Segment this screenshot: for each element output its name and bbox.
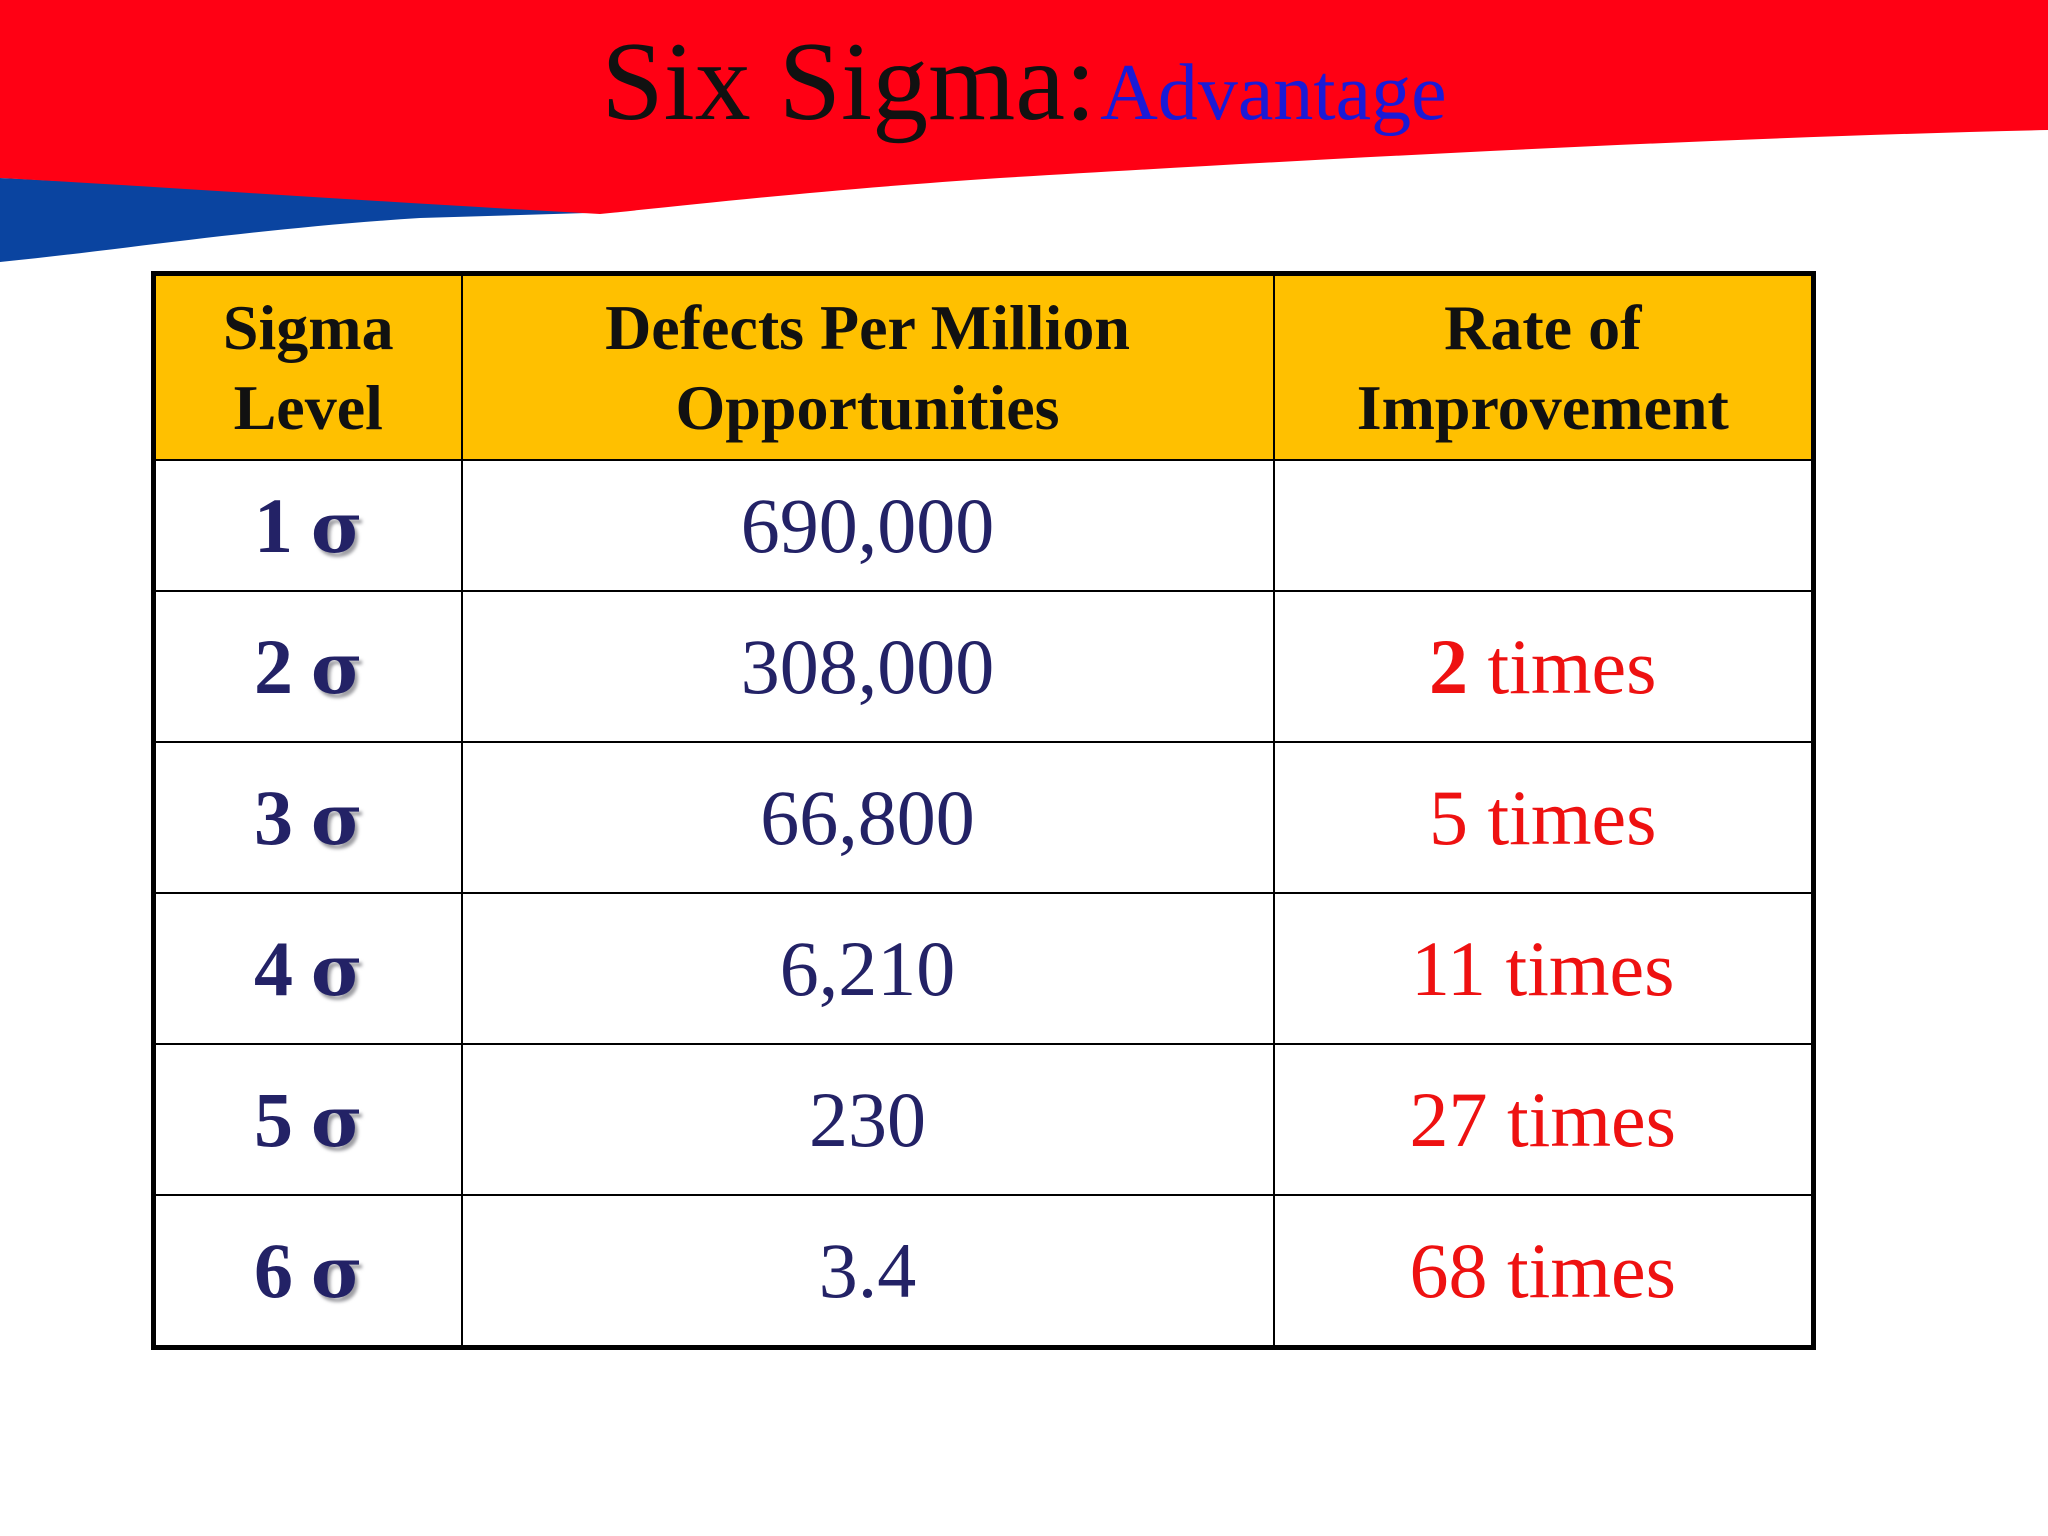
rate-number: 68: [1409, 1226, 1488, 1314]
header-rate-of-improvement: Rate of Improvement: [1272, 272, 1815, 461]
rate-times-label: times: [1487, 622, 1657, 710]
rate-number: 5: [1429, 773, 1468, 861]
sigma-symbol: σ: [310, 1079, 363, 1163]
slide-title: Six Sigma: Advantage: [0, 18, 2048, 147]
rate-cell: 27 times: [1272, 1043, 1815, 1196]
sigma-level-number: 1: [253, 481, 293, 569]
sigma-level-number: 6: [253, 1226, 293, 1314]
rate-number: 2: [1429, 622, 1468, 710]
sigma-symbol: σ: [310, 626, 363, 710]
rate-cell: [1272, 459, 1815, 592]
rate-number: 27: [1409, 1075, 1488, 1163]
rate-times-label: times: [1507, 1075, 1676, 1163]
sigma-level-number: 4: [253, 924, 293, 1012]
dpmo-cell: 3.4: [460, 1194, 1275, 1349]
title-banner: [0, 0, 2048, 262]
rate-number: 11: [1410, 924, 1487, 1012]
sigma-level-number: 5: [253, 1075, 293, 1163]
dpmo-cell: 6,210: [460, 892, 1275, 1045]
sigma-symbol: σ: [310, 777, 363, 861]
sigma-symbol: σ: [310, 928, 363, 1012]
table-header-row: Sigma Level Defects Per Million Opportun…: [152, 272, 1815, 461]
banner-red-band: [0, 0, 2048, 214]
sigma-level-number: 2: [253, 622, 293, 710]
rate-cell: 11 times: [1272, 892, 1815, 1045]
sigma-table: Sigma Level Defects Per Million Opportun…: [151, 271, 1816, 1350]
rate-cell: 68 times: [1272, 1194, 1815, 1349]
header-label: Rate of Improvement: [1356, 291, 1729, 443]
dpmo-cell: 308,000: [460, 590, 1275, 743]
title-main: Six Sigma:: [601, 20, 1097, 144]
sigma-symbol: σ: [310, 485, 363, 569]
banner-blue-swoosh: [0, 178, 620, 262]
header-sigma-level: Sigma Level: [152, 272, 463, 461]
dpmo-cell: 690,000: [460, 459, 1275, 592]
rate-times-label: times: [1487, 773, 1657, 861]
dpmo-cell: 230: [460, 1043, 1275, 1196]
rate-times-label: times: [1507, 1226, 1676, 1314]
sigma-symbol: σ: [310, 1230, 363, 1314]
rate-cell: 5 times: [1272, 741, 1815, 894]
header-label: Sigma Level: [222, 291, 394, 443]
dpmo-cell: 66,800: [460, 741, 1275, 894]
sigma-level-number: 3: [253, 773, 293, 861]
header-defects-per-million: Defects Per Million Opportunities: [460, 272, 1275, 461]
rate-cell: 2 times: [1272, 590, 1815, 743]
rate-times-label: times: [1505, 924, 1675, 1012]
header-label: Defects Per Million Opportunities: [605, 291, 1130, 443]
sigma-table-container: Sigma Level Defects Per Million Opportun…: [151, 271, 1816, 1350]
title-subtitle: Advantage: [1100, 49, 1447, 137]
